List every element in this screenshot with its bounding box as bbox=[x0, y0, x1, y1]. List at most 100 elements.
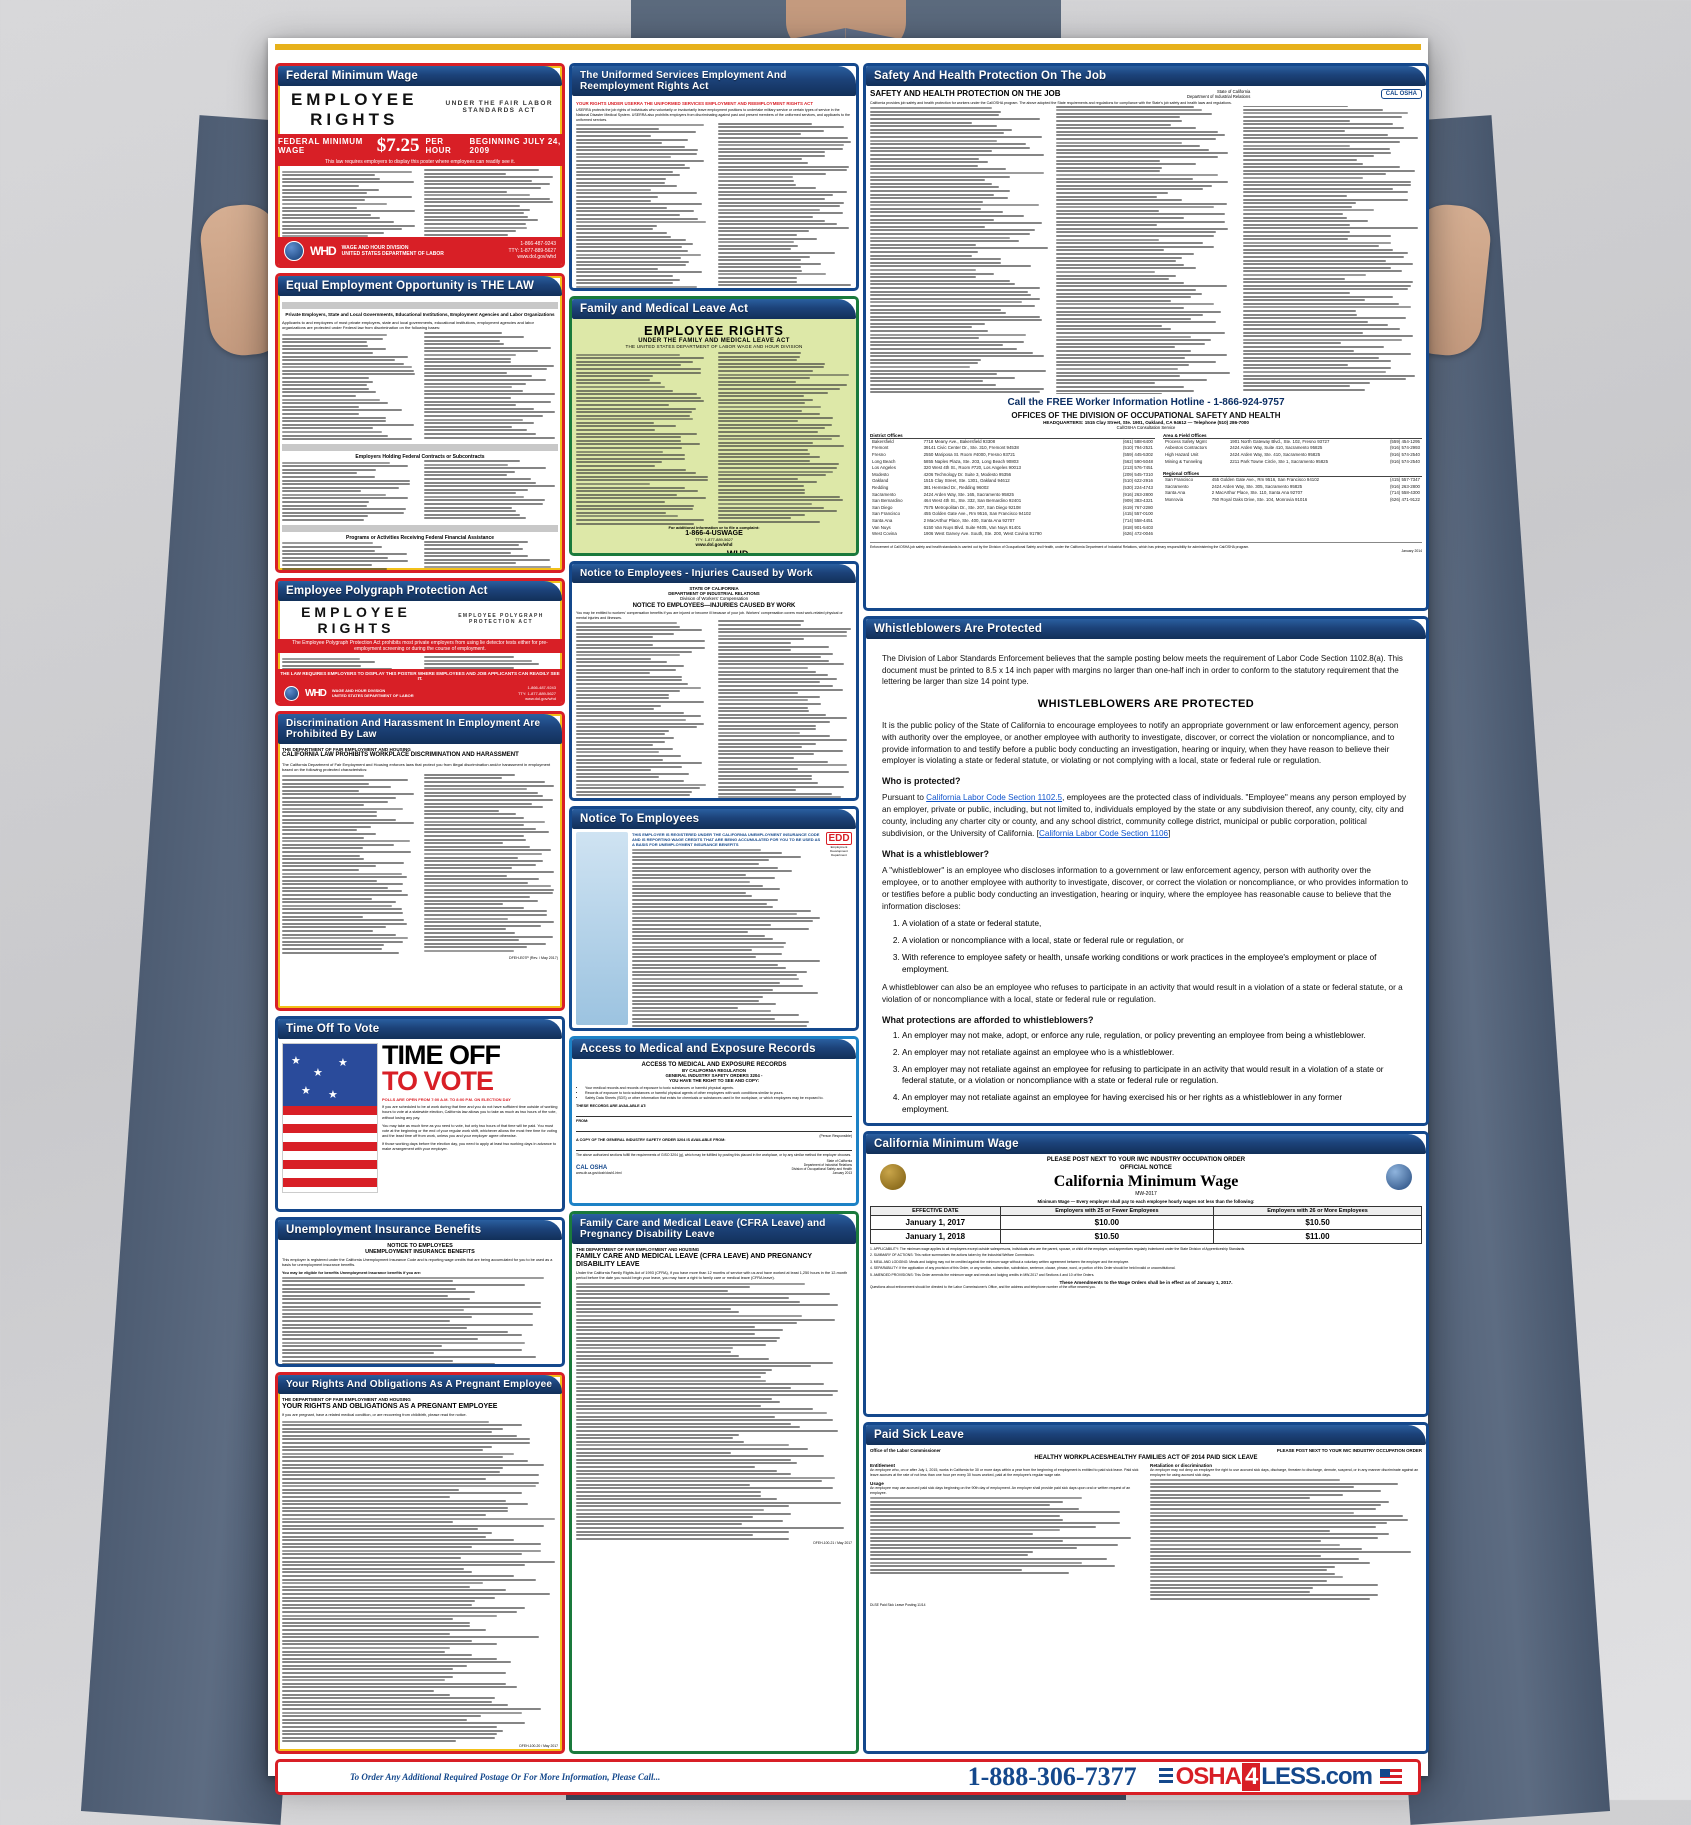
text-line bbox=[282, 1349, 522, 1351]
text-line bbox=[632, 910, 811, 912]
text-line bbox=[576, 784, 706, 786]
text-line bbox=[1243, 206, 1352, 208]
text-line bbox=[424, 813, 517, 815]
text-line bbox=[424, 340, 501, 342]
text-line bbox=[282, 1719, 467, 1721]
text-line bbox=[424, 393, 556, 395]
text-line bbox=[632, 874, 746, 876]
text-line bbox=[632, 985, 803, 987]
text-line bbox=[576, 210, 694, 212]
text-line bbox=[1150, 1512, 1354, 1514]
text-line bbox=[424, 918, 509, 920]
safety-dept: Department of Industrial Relations bbox=[1187, 94, 1250, 99]
text-line bbox=[576, 741, 665, 743]
safety-title: SAFETY AND HEALTH PROTECTION ON THE JOB bbox=[870, 89, 1061, 98]
text-line bbox=[870, 237, 1010, 239]
text-line bbox=[576, 1315, 802, 1317]
text-line bbox=[576, 690, 680, 692]
text-line bbox=[1150, 1594, 1378, 1596]
text-line bbox=[1056, 196, 1156, 198]
text-line bbox=[718, 234, 797, 236]
text-line bbox=[718, 667, 808, 669]
text-line bbox=[718, 176, 793, 178]
text-line bbox=[282, 1478, 486, 1480]
text-line bbox=[1056, 264, 1183, 266]
text-line bbox=[870, 287, 1040, 289]
text-line bbox=[1056, 131, 1217, 133]
text-line bbox=[870, 319, 1042, 321]
tov-title-line2: TO VOTE bbox=[382, 1069, 558, 1095]
text-line bbox=[282, 801, 388, 803]
text-line bbox=[282, 381, 373, 383]
office-phone: (916) 574-2993 bbox=[1374, 445, 1422, 452]
panel-discrimination: Discrimination And Harassment In Employm… bbox=[275, 711, 565, 1011]
text-line bbox=[282, 779, 408, 781]
text-line bbox=[282, 1568, 464, 1570]
text-line bbox=[718, 453, 811, 455]
text-line bbox=[282, 880, 377, 882]
camw-title: California Minimum Wage bbox=[922, 1173, 1370, 1191]
text-line bbox=[718, 427, 826, 429]
text-line bbox=[282, 1514, 486, 1516]
text-line bbox=[870, 352, 1033, 354]
text-line bbox=[282, 417, 386, 419]
text-line bbox=[424, 471, 515, 473]
text-line bbox=[1243, 324, 1388, 326]
camw-note: 5. AMENDED PROVISIONS: This Order amends… bbox=[870, 1273, 1422, 1278]
text-line bbox=[282, 1643, 497, 1645]
office-address: 1901 North Gateway Blvd., Ste. 102, Fres… bbox=[1228, 439, 1374, 446]
text-line bbox=[1150, 1569, 1327, 1571]
text-line bbox=[576, 279, 680, 281]
text-line bbox=[576, 487, 685, 489]
text-line bbox=[282, 363, 404, 365]
office-name: West Covina bbox=[870, 531, 922, 538]
text-line bbox=[1243, 371, 1386, 373]
text-line bbox=[282, 1510, 508, 1512]
text-line bbox=[424, 336, 525, 338]
text-line bbox=[576, 629, 702, 631]
text-line bbox=[1056, 221, 1225, 223]
text-line bbox=[282, 1471, 500, 1473]
text-line bbox=[282, 1589, 506, 1591]
footer-note: To Order Any Additional Required Postage… bbox=[350, 1771, 660, 1783]
text-line bbox=[870, 190, 1010, 192]
text-line bbox=[424, 788, 528, 790]
text-line bbox=[576, 271, 702, 273]
text-line bbox=[632, 899, 778, 901]
text-line bbox=[718, 162, 808, 164]
text-line bbox=[282, 873, 402, 875]
safety-hotline-number: 1-866-924-9757 bbox=[1213, 397, 1284, 408]
text-line bbox=[576, 243, 693, 245]
text-line bbox=[282, 435, 388, 437]
text-line bbox=[1056, 375, 1180, 377]
text-line bbox=[576, 433, 697, 435]
text-line bbox=[282, 557, 388, 559]
text-line bbox=[576, 1347, 733, 1349]
text-line bbox=[282, 847, 363, 849]
text-line bbox=[282, 370, 414, 372]
text-line bbox=[576, 386, 665, 388]
text-line bbox=[424, 928, 506, 930]
column-header: Employers with 26 or More Employees bbox=[1214, 1206, 1422, 1215]
text-line bbox=[282, 431, 382, 433]
text-line bbox=[576, 286, 697, 288]
poster-banner: Product Number: CA-A1 (revised 06/13/201… bbox=[275, 44, 1421, 50]
text-line bbox=[282, 1686, 517, 1688]
text-line bbox=[576, 1466, 755, 1468]
text-line bbox=[870, 366, 970, 368]
text-line bbox=[282, 869, 359, 871]
wb-link-1102-5[interactable]: California Labor Code Section 1102.5 bbox=[926, 793, 1062, 802]
text-line bbox=[576, 751, 659, 753]
text-line bbox=[632, 849, 761, 851]
text-line bbox=[870, 201, 983, 203]
text-line bbox=[424, 426, 513, 428]
panel-header-injuries: Notice to Employees - Injuries Caused by… bbox=[572, 564, 856, 583]
office-name: High Hazard Unit bbox=[1163, 452, 1228, 459]
panel-header-ca-min-wage: California Minimum Wage bbox=[866, 1134, 1426, 1154]
text-line bbox=[718, 492, 805, 494]
text-line bbox=[576, 469, 686, 471]
wb-link-1106[interactable]: California Labor Code Section 1106 bbox=[1039, 829, 1168, 838]
text-line bbox=[632, 960, 820, 962]
text-line bbox=[282, 1704, 508, 1706]
text-line bbox=[870, 125, 997, 127]
